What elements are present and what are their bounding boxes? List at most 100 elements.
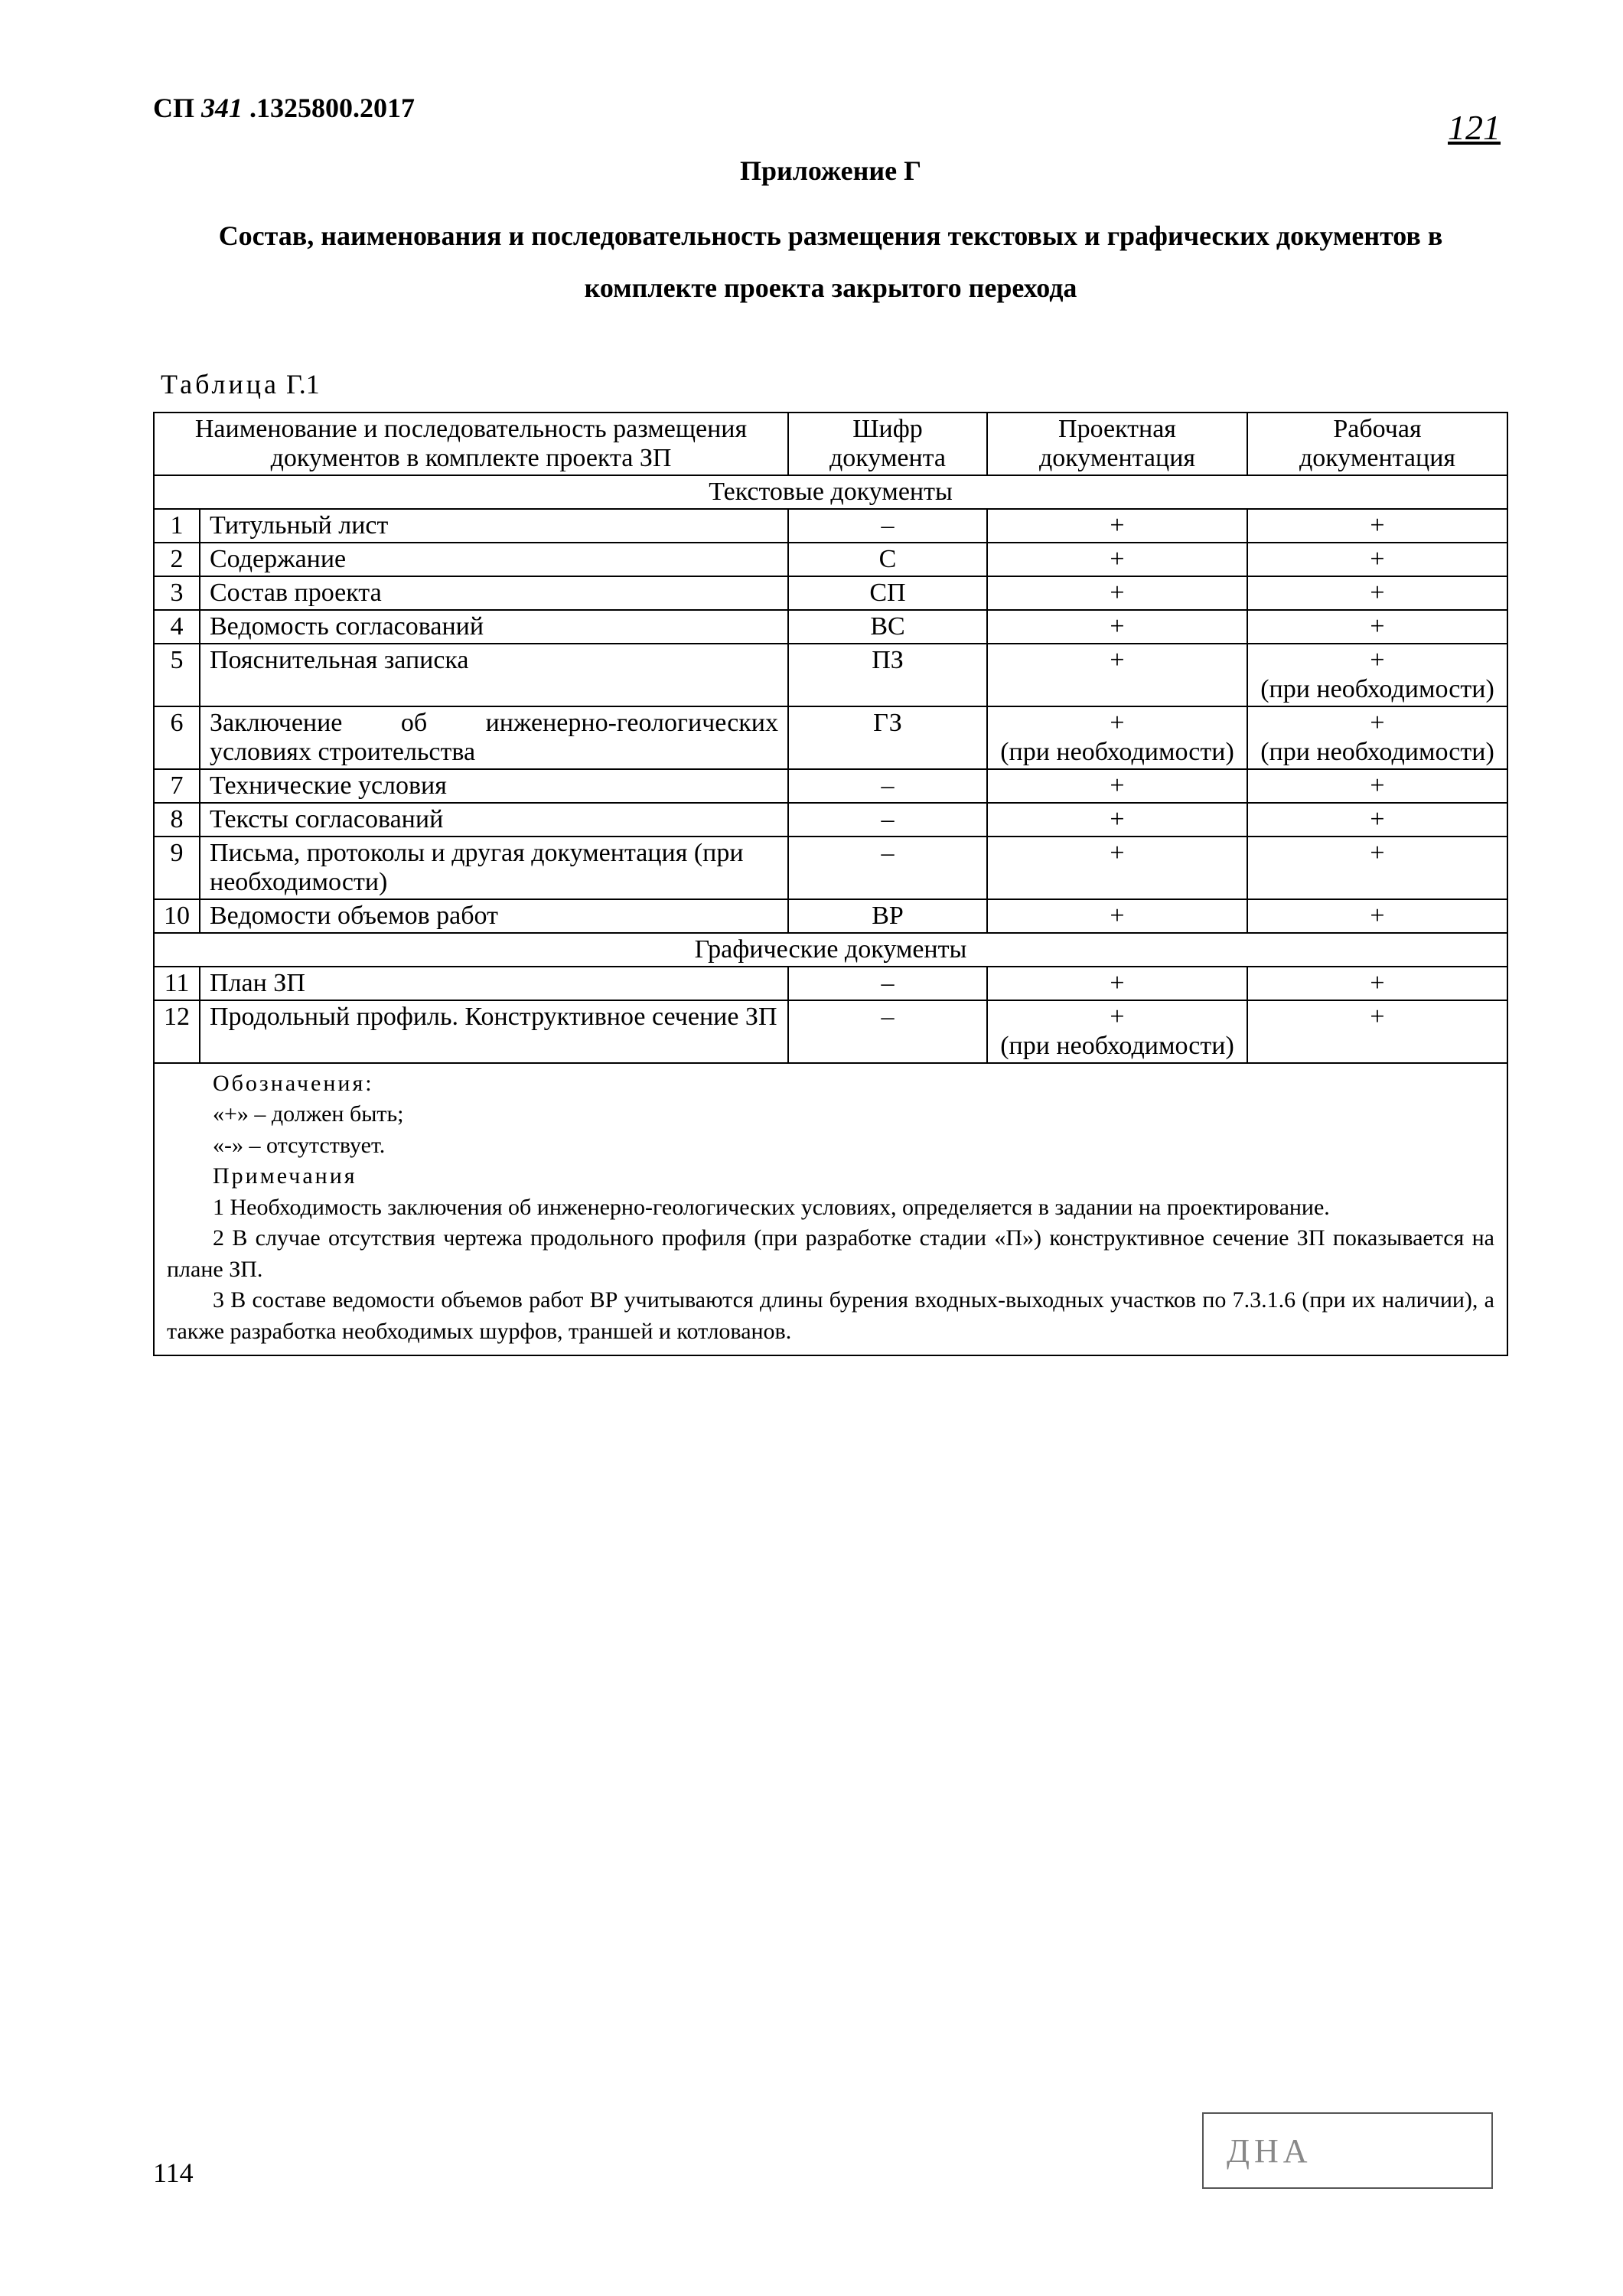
- row-pd: +(при необходимости): [987, 706, 1247, 769]
- legend-title: Обозначения:: [213, 1071, 374, 1096]
- table-body: Текстовые документы1Титульный лист–++2Со…: [154, 475, 1507, 1063]
- row-pd: +: [987, 576, 1247, 610]
- table-row: 10Ведомости объемов работВР++: [154, 899, 1507, 933]
- row-name: Пояснительная записка: [200, 644, 788, 706]
- row-code: –: [788, 509, 987, 543]
- appendix-subtitle: Состав, наименования и последовательност…: [153, 210, 1508, 315]
- row-rd: +: [1247, 576, 1507, 610]
- row-number: 9: [154, 837, 200, 899]
- row-name: Состав проекта: [200, 576, 788, 610]
- note-2: 2 В случае отсутствия чертежа продольног…: [167, 1223, 1494, 1285]
- notes-block: Обозначения: «+» – должен быть; «-» – от…: [153, 1064, 1508, 1357]
- row-number: 4: [154, 610, 200, 644]
- row-pd: +: [987, 543, 1247, 576]
- table-row: 1Титульный лист–++: [154, 509, 1507, 543]
- row-number: 7: [154, 769, 200, 803]
- row-pd: +: [987, 769, 1247, 803]
- row-rd: +: [1247, 610, 1507, 644]
- row-pd: +: [987, 610, 1247, 644]
- row-number: 8: [154, 803, 200, 837]
- row-name: Тексты согласований: [200, 803, 788, 837]
- code-prefix: СП: [153, 93, 194, 123]
- note-3: 3 В составе ведомости объемов работ ВР у…: [167, 1285, 1494, 1347]
- row-name: План ЗП: [200, 967, 788, 1000]
- documents-table: Наименование и последовательность размещ…: [153, 412, 1508, 1064]
- code-suffix: .1325800.2017: [249, 93, 415, 123]
- row-rd: +: [1247, 769, 1507, 803]
- table-caption: Таблица Г.1: [161, 368, 1508, 400]
- table-row: 6Заключение об инженерно-геологических у…: [154, 706, 1507, 769]
- row-code: ВР: [788, 899, 987, 933]
- row-code: СП: [788, 576, 987, 610]
- header-pd: Проектная документация: [987, 413, 1247, 475]
- row-name: Ведомости объемов работ: [200, 899, 788, 933]
- stamp-text: ДНА: [1227, 2131, 1312, 2170]
- table-header-row: Наименование и последовательность размещ…: [154, 413, 1507, 475]
- header-code: Шифр документа: [788, 413, 987, 475]
- note-1: 1 Необходимость заключения об инженерно-…: [167, 1192, 1494, 1224]
- row-code: –: [788, 769, 987, 803]
- row-rd: +: [1247, 803, 1507, 837]
- section-row: Графические документы: [154, 933, 1507, 967]
- document-code: СП 341 .1325800.2017: [153, 92, 1508, 124]
- row-rd: +: [1247, 509, 1507, 543]
- table-row: 3Состав проектаСП++: [154, 576, 1507, 610]
- table-row: 7Технические условия–++: [154, 769, 1507, 803]
- row-name: Ведомость согласований: [200, 610, 788, 644]
- row-number: 5: [154, 644, 200, 706]
- row-rd: +: [1247, 1000, 1507, 1063]
- row-pd: +: [987, 644, 1247, 706]
- table-row: 4Ведомость согласованийВС++: [154, 610, 1507, 644]
- section-label: Графические документы: [154, 933, 1507, 967]
- page-number: 114: [153, 2157, 194, 2189]
- row-code: ВС: [788, 610, 987, 644]
- row-pd: +: [987, 967, 1247, 1000]
- row-code: –: [788, 803, 987, 837]
- row-number: 6: [154, 706, 200, 769]
- row-code: –: [788, 837, 987, 899]
- table-row: 2СодержаниеС++: [154, 543, 1507, 576]
- notes-title: Примечания: [213, 1163, 357, 1189]
- row-code: ГЗ: [788, 706, 987, 769]
- row-rd: +: [1247, 967, 1507, 1000]
- row-rd: +: [1247, 899, 1507, 933]
- appendix-title: Приложение Г: [153, 155, 1508, 187]
- caption-number: Г.1: [279, 369, 320, 400]
- row-code: С: [788, 543, 987, 576]
- row-number: 1: [154, 509, 200, 543]
- legend-plus: «+» – должен быть;: [167, 1099, 1494, 1130]
- table-row: 5Пояснительная запискаПЗ++(при необходим…: [154, 644, 1507, 706]
- table-row: 11План ЗП–++: [154, 967, 1507, 1000]
- row-rd: +: [1247, 543, 1507, 576]
- row-name: Технические условия: [200, 769, 788, 803]
- header-name: Наименование и последовательность размещ…: [154, 413, 788, 475]
- row-pd: +: [987, 899, 1247, 933]
- table-row: 8Тексты согласований–++: [154, 803, 1507, 837]
- caption-word: Таблица: [161, 369, 279, 400]
- legend-minus: «-» – отсутствует.: [167, 1130, 1494, 1162]
- row-code: ПЗ: [788, 644, 987, 706]
- row-rd: +: [1247, 837, 1507, 899]
- stamp-box: ДНА: [1202, 2112, 1493, 2189]
- row-code: –: [788, 1000, 987, 1063]
- row-name: Письма, протоколы и другая документация …: [200, 837, 788, 899]
- row-number: 12: [154, 1000, 200, 1063]
- row-pd: +: [987, 803, 1247, 837]
- row-name: Титульный лист: [200, 509, 788, 543]
- section-row: Текстовые документы: [154, 475, 1507, 509]
- code-handwritten: 341: [201, 93, 243, 123]
- header-rd: Рабочая документация: [1247, 413, 1507, 475]
- row-pd: +: [987, 509, 1247, 543]
- row-name: Заключение об инженерно-геологических ус…: [200, 706, 788, 769]
- page: СП 341 .1325800.2017 12 1 Приложение Г Со…: [0, 0, 1623, 2296]
- row-number: 11: [154, 967, 200, 1000]
- row-pd: +(при необходимости): [987, 1000, 1247, 1063]
- section-label: Текстовые документы: [154, 475, 1507, 509]
- row-number: 3: [154, 576, 200, 610]
- table-row: 12Продольный профиль. Конструктивное сеч…: [154, 1000, 1507, 1063]
- row-name: Продольный профиль. Конструктивное сечен…: [200, 1000, 788, 1063]
- row-number: 2: [154, 543, 200, 576]
- row-pd: +: [987, 837, 1247, 899]
- table-row: 9Письма, протоколы и другая документация…: [154, 837, 1507, 899]
- row-name: Содержание: [200, 543, 788, 576]
